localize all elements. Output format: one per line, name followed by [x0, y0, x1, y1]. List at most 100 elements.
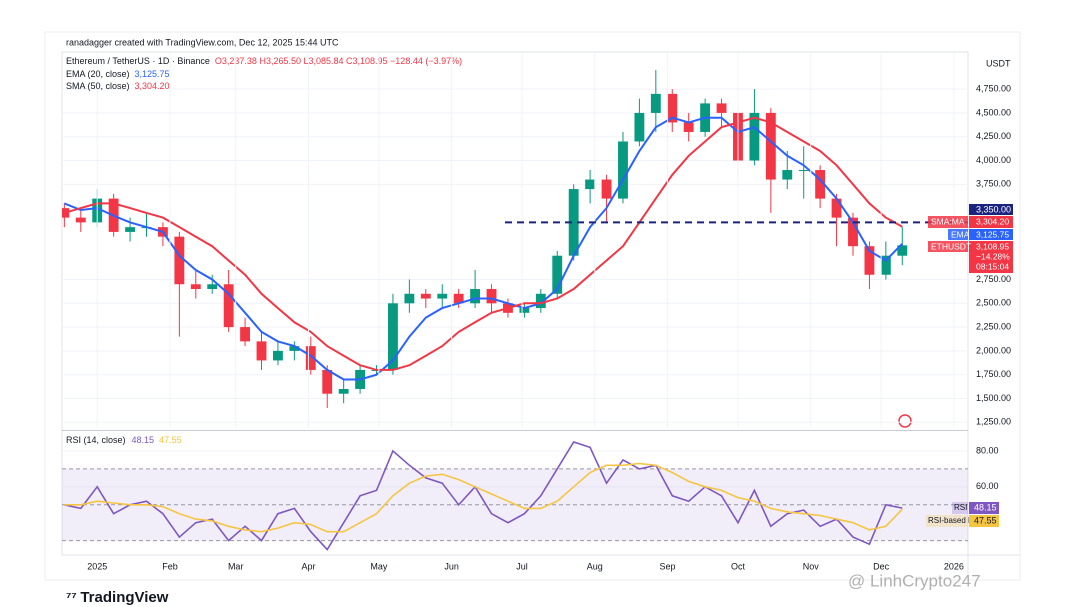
x-tick-label: Jun: [444, 561, 459, 571]
price-box-name: ETHUSDT: [931, 241, 971, 251]
candle-body: [388, 303, 398, 370]
brand: ⁷⁷ TradingView: [66, 589, 169, 606]
candle-body: [897, 245, 908, 256]
rsi-name-box: [952, 502, 968, 514]
x-tick-label: Aug: [587, 561, 603, 571]
candle-body: [174, 236, 185, 285]
y-tick-label: 2,750.00: [976, 274, 1011, 284]
price-box-value: 3,108.95: [976, 241, 1009, 251]
legend-entry: SMA (50, close) 3,304.20: [66, 81, 170, 91]
symbol: Ethereum / TetherUS · 1D · Binance: [66, 56, 210, 66]
y-tick-label: 2,000.00: [976, 345, 1011, 355]
y-tick-label: 1,500.00: [976, 393, 1011, 403]
candle-body: [552, 255, 563, 294]
candle-body: [650, 93, 661, 113]
candle-body: [486, 289, 497, 304]
legend-value: 3,125.75: [135, 69, 170, 79]
legend-title: Ethereum / TetherUS · 1D · Binance O3,237…: [66, 56, 462, 66]
replay-icon[interactable]: [898, 414, 912, 428]
candle-body: [190, 284, 201, 290]
candle-body: [305, 346, 316, 370]
ohlc: O3,237.38 H3,265.50 L3,085.84 C3,108.95 …: [215, 56, 462, 66]
price-box: [969, 229, 1013, 240]
series-line: [64, 116, 903, 371]
candle-body: [535, 293, 546, 309]
y-tick-label: 2,500.00: [976, 298, 1011, 308]
x-tick-label: Oct: [731, 561, 746, 571]
candle-body: [240, 327, 251, 342]
rsi-ma-value: 47.55: [159, 435, 182, 445]
y-tick-label: 80.00: [976, 445, 999, 455]
x-tick-label: Sep: [660, 561, 676, 571]
x-tick-label: Feb: [162, 561, 178, 571]
x-tick-label: Nov: [803, 561, 820, 571]
price-box-value: 3,304.20: [976, 216, 1009, 226]
candle-body: [585, 179, 596, 190]
price-box: [969, 241, 1013, 273]
x-tick-label: Mar: [228, 561, 244, 571]
candle-body: [470, 289, 481, 304]
legend-name: EMA (20, close): [66, 69, 130, 79]
price-box-value: 3,125.75: [976, 229, 1009, 239]
candle-body: [437, 293, 448, 299]
x-tick-label: Apr: [301, 561, 315, 571]
price-box-value: −14.28%: [976, 251, 1010, 261]
candle-body: [338, 388, 349, 394]
y-tick-label: 4,000.00: [976, 155, 1011, 165]
rsi-name: RSI-based MA: [928, 516, 981, 525]
y-tick-label: 4,750.00: [976, 83, 1011, 93]
unit: USDT: [986, 58, 1011, 68]
rsi-value: 47.55: [974, 515, 997, 525]
candle-body: [618, 141, 628, 199]
level-label: 3,350.00: [976, 204, 1011, 214]
candle-body: [404, 293, 415, 304]
candle-body: [289, 346, 300, 351]
series-line: [64, 441, 903, 551]
y-tick-label: 1,750.00: [976, 369, 1011, 379]
candle-body: [519, 308, 530, 313]
y-tick-label: 4,250.00: [976, 131, 1011, 141]
y-tick-label: 4,500.00: [976, 107, 1011, 117]
x-tick-label: Dec: [873, 561, 890, 571]
price-box: [928, 216, 968, 228]
rsi-name-box: [926, 515, 968, 527]
candle-body: [880, 255, 891, 275]
x-tick-label: Jul: [516, 561, 528, 571]
candle-body: [716, 103, 727, 113]
level-box: [969, 204, 1013, 215]
candle-body: [322, 369, 333, 394]
candle-body: [420, 293, 431, 299]
candle-body: [207, 284, 218, 290]
candle-body: [831, 198, 842, 218]
candle-body: [601, 179, 612, 199]
candle-body: [749, 112, 760, 161]
candle-body: [848, 217, 858, 247]
rsi-legend: RSI (14, close) 48.15 47.55: [66, 435, 182, 445]
candle-body: [75, 217, 86, 223]
x-tick-label: May: [370, 561, 388, 571]
candle-body: [864, 246, 875, 275]
series-line: [64, 462, 903, 533]
rsi-title: RSI (14, close): [66, 435, 126, 445]
price-box: [948, 229, 968, 240]
y-tick-label: 3,750.00: [976, 179, 1011, 189]
rsi-value-box: [969, 502, 999, 514]
plot: [62, 441, 968, 551]
price-box-value: 08:15:04: [976, 261, 1009, 271]
rsi-value: 48.15: [974, 502, 997, 512]
candle-body: [683, 122, 694, 132]
candle-body: [256, 341, 267, 361]
legend-entry: EMA (20, close) 3,125.75: [66, 69, 170, 79]
y-tick-label: 60.00: [976, 481, 999, 491]
price-box: [928, 241, 968, 252]
brand-name: TradingView: [80, 589, 168, 606]
watermark: @ LinhCrypto247: [848, 571, 981, 590]
x-tick-label: 2025: [87, 561, 107, 571]
x-tick-label: 2026: [944, 561, 964, 571]
plot: [62, 52, 968, 428]
rsi-value-box: [969, 515, 999, 527]
legend-value: 3,304.20: [135, 81, 170, 91]
candle-body: [453, 293, 464, 304]
candle-body: [765, 112, 776, 180]
